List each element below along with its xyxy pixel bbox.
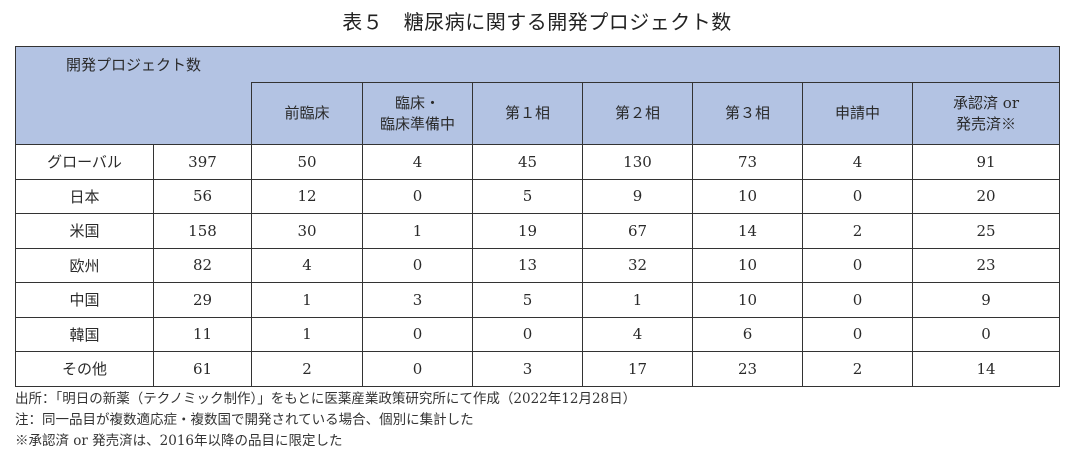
value-cell: 19 (472, 213, 583, 249)
value-cell: 6 (692, 316, 803, 352)
footnotes: 出所：「明日の新薬（テクノミック制作）」をもとに医薬産業政策研究所にて作成（20… (15, 389, 636, 452)
value-cell: 67 (582, 213, 693, 249)
value-cell: 0 (911, 316, 1061, 352)
header-label: 第１相 (504, 104, 550, 122)
value-cell: 2 (802, 351, 913, 387)
total-cell: 158 (153, 213, 252, 249)
table-row: 韓国 11 1 0 0 4 6 0 0 (15, 316, 1061, 352)
value-cell: 9 (911, 282, 1061, 318)
value-cell: 14 (692, 213, 803, 249)
value-cell: 0 (802, 316, 913, 352)
table-title: 表５ 糖尿病に関する開発プロジェクト数 (342, 10, 732, 34)
value-cell: 0 (362, 247, 473, 283)
value-cell: 3 (362, 282, 473, 318)
value-cell: 4 (251, 247, 363, 283)
header-label: 申請中 (834, 104, 880, 122)
table-row: その他 61 2 0 3 17 23 2 14 (15, 351, 1061, 387)
value-cell: 10 (692, 282, 803, 318)
value-cell: 13 (472, 247, 583, 283)
header-label: 承認済 or (953, 93, 1019, 112)
header-label: 発売済※ (956, 114, 1017, 133)
header-label: 臨床準備中 (379, 114, 455, 133)
header-corner: 開発プロジェクト数 (15, 56, 252, 145)
total-cell: 61 (153, 351, 252, 387)
value-cell: 5 (472, 282, 583, 318)
value-cell: 1 (251, 282, 363, 318)
header-cell-filed: 申請中 (802, 82, 913, 145)
source-note: 出所：「明日の新薬（テクノミック制作）」をもとに医薬産業政策研究所にて作成（20… (15, 391, 637, 407)
region-cell: グローバル (15, 144, 154, 180)
development-projects-table: 開発プロジェクト数 前臨床 臨床・ 臨床準備中 第１相 第２相 第３相 申請中 … (14, 46, 1061, 387)
header-cell-approved: 承認済 or 発売済※ (911, 82, 1061, 145)
value-cell: 23 (692, 351, 803, 387)
region-cell: 中国 (15, 282, 154, 318)
total-cell: 29 (153, 282, 252, 318)
table-row: グローバル 397 50 4 45 130 73 4 91 (15, 144, 1061, 180)
value-cell: 91 (911, 144, 1061, 180)
value-cell: 30 (251, 213, 363, 249)
value-cell: 0 (472, 316, 583, 352)
value-cell: 0 (802, 282, 913, 318)
counting-note: 注：同一品目が複数適応症・複数国で開発されている場合、個別に集計した (15, 412, 474, 428)
value-cell: 23 (911, 247, 1061, 283)
table-row: 日本 56 12 0 5 9 10 0 20 (15, 178, 1061, 214)
value-cell: 1 (362, 213, 473, 249)
header-cell-preclinical: 前臨床 (251, 82, 363, 145)
region-cell: その他 (15, 351, 154, 387)
value-cell: 2 (251, 351, 363, 387)
total-cell: 82 (153, 247, 252, 283)
region-cell: 米国 (15, 213, 154, 249)
region-cell: 欧州 (15, 247, 154, 283)
total-cell: 56 (153, 178, 252, 214)
value-cell: 130 (582, 144, 693, 180)
value-cell: 9 (582, 178, 693, 214)
table-row: 欧州 82 4 0 13 32 10 0 23 (15, 247, 1061, 283)
value-cell: 4 (362, 144, 473, 180)
value-cell: 12 (251, 178, 363, 214)
table-row: 米国 158 30 1 19 67 14 2 25 (15, 213, 1061, 249)
header-top-band (14, 46, 1061, 83)
value-cell: 0 (802, 247, 913, 283)
header-cell-phase2: 第２相 (582, 82, 693, 145)
value-cell: 5 (472, 178, 583, 214)
header-label: 臨床・ (394, 93, 440, 112)
value-cell: 0 (362, 178, 473, 214)
header-cell-phase1: 第１相 (472, 82, 583, 145)
value-cell: 4 (802, 144, 913, 180)
value-cell: 50 (251, 144, 363, 180)
value-cell: 14 (911, 351, 1061, 387)
header-cell-clinical-prep: 臨床・ 臨床準備中 (362, 82, 473, 145)
corner-label: 開発プロジェクト数 (65, 55, 201, 74)
value-cell: 25 (911, 213, 1061, 249)
value-cell: 2 (802, 213, 913, 249)
value-cell: 32 (582, 247, 693, 283)
total-cell: 11 (153, 316, 252, 352)
value-cell: 45 (472, 144, 583, 180)
value-cell: 10 (692, 178, 803, 214)
value-cell: 20 (911, 178, 1061, 214)
value-cell: 10 (692, 247, 803, 283)
region-cell: 韓国 (15, 316, 154, 352)
header-label: 第２相 (614, 104, 660, 122)
header-cell-phase3: 第３相 (692, 82, 803, 145)
value-cell: 73 (692, 144, 803, 180)
header-label: 前臨床 (284, 104, 330, 122)
header-label: 第３相 (724, 104, 770, 122)
value-cell: 1 (582, 282, 693, 318)
total-cell: 397 (153, 144, 252, 180)
region-cell: 日本 (15, 178, 154, 214)
approval-note: ※承認済 or 発売済は、2016年以降の品目に限定した (15, 433, 343, 449)
value-cell: 0 (802, 178, 913, 214)
value-cell: 17 (582, 351, 693, 387)
value-cell: 3 (472, 351, 583, 387)
value-cell: 0 (362, 351, 473, 387)
table-row: 中国 29 1 3 5 1 10 0 9 (15, 282, 1061, 318)
value-cell: 0 (362, 316, 473, 352)
value-cell: 1 (251, 316, 363, 352)
value-cell: 4 (582, 316, 693, 352)
